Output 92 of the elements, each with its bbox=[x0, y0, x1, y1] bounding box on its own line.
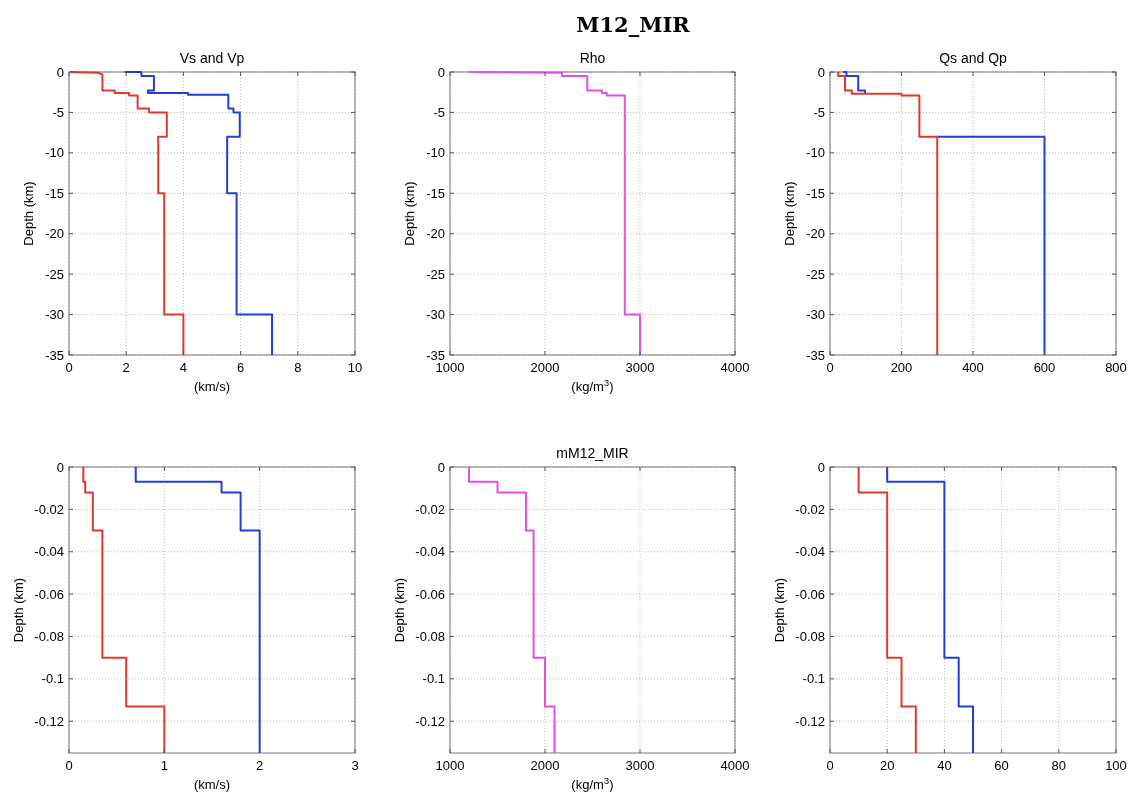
y-tick-label: -25 bbox=[426, 266, 445, 282]
y-tick-label: -15 bbox=[45, 185, 64, 201]
y-tick-label: -0.04 bbox=[795, 544, 825, 560]
y-tick-label: -5 bbox=[813, 104, 825, 120]
x-tick-label: 4000 bbox=[720, 758, 750, 773]
x-tick-label: 200 bbox=[890, 360, 913, 375]
y-tick-label: -10 bbox=[806, 145, 825, 161]
y-tick-label: -0.08 bbox=[795, 628, 825, 644]
chart-title: Vs and Vp bbox=[179, 50, 245, 66]
y-tick-label: -0.02 bbox=[34, 501, 64, 517]
y-tick-label: -30 bbox=[806, 307, 825, 323]
y-tick-label: -0.08 bbox=[34, 628, 64, 644]
y-tick-label: -35 bbox=[45, 347, 64, 363]
x-tick-label: 4 bbox=[179, 360, 188, 375]
x-tick-label: 3 bbox=[351, 758, 359, 773]
x-axis-title: (kg/m$^{3}$) bbox=[571, 376, 614, 394]
x-tick-label: 10 bbox=[347, 360, 363, 375]
y-tick-label: -15 bbox=[806, 185, 825, 201]
x-tick-label: 1000 bbox=[435, 360, 465, 375]
y-tick-label: 0 bbox=[56, 459, 64, 475]
y-tick-label: 0 bbox=[56, 64, 64, 80]
x-tick-label: 4000 bbox=[720, 360, 750, 375]
y-tick-label: -5 bbox=[52, 104, 64, 120]
y-axis-title: Depth (km) bbox=[392, 577, 407, 643]
y-tick-label: -25 bbox=[806, 266, 825, 282]
y-tick-label: -35 bbox=[426, 347, 445, 363]
x-tick-label: 20 bbox=[879, 758, 895, 773]
y-tick-label: 0 bbox=[437, 64, 445, 80]
y-tick-label: -0.06 bbox=[34, 586, 64, 602]
x-tick-label: 100 bbox=[1105, 758, 1127, 773]
line-series bbox=[468, 466, 556, 754]
x-tick-label: 6 bbox=[236, 360, 245, 375]
y-tick-label: -5 bbox=[433, 104, 445, 120]
x-tick-label: 8 bbox=[294, 360, 302, 375]
line-series bbox=[123, 71, 274, 356]
y-tick-label: -10 bbox=[45, 145, 64, 161]
text: M12_MIR bbox=[576, 12, 691, 37]
y-tick-label: -10 bbox=[426, 145, 445, 161]
line-series bbox=[134, 466, 261, 754]
y-axis-title: Depth (km) bbox=[782, 181, 797, 246]
y-tick-label: -0.06 bbox=[415, 586, 445, 602]
y-tick-label: 0 bbox=[437, 459, 445, 475]
y-tick-label: -0.12 bbox=[34, 713, 64, 729]
line-series bbox=[886, 466, 974, 754]
x-tick-label: 1 bbox=[160, 758, 168, 773]
x-tick-label: 600 bbox=[1033, 360, 1056, 375]
x-tick-label: 2 bbox=[122, 360, 130, 375]
y-axis-title: Depth (km) bbox=[402, 181, 417, 246]
y-tick-label: 0 bbox=[817, 64, 825, 80]
x-axis-title: (km/s) bbox=[193, 777, 231, 792]
x-tick-label: 60 bbox=[994, 758, 1009, 773]
y-tick-label: -30 bbox=[45, 307, 64, 323]
chart-title: mM12_MIR bbox=[556, 445, 629, 461]
line-series bbox=[857, 466, 917, 754]
line-series bbox=[82, 466, 166, 754]
y-tick-label: -0.1 bbox=[41, 671, 64, 687]
y-tick-label: -0.04 bbox=[415, 544, 445, 560]
x-tick-label: 1000 bbox=[435, 758, 465, 773]
line-series bbox=[837, 71, 939, 356]
y-tick-label: -30 bbox=[426, 307, 445, 323]
x-tick-label: 2 bbox=[256, 758, 264, 773]
y-tick-label: -0.02 bbox=[415, 501, 445, 517]
y-axis-title: Depth (km) bbox=[11, 577, 26, 643]
y-tick-label: -0.02 bbox=[795, 501, 825, 517]
y-tick-label: -0.12 bbox=[415, 713, 445, 729]
chart-title: Rho bbox=[579, 50, 606, 66]
y-tick-label: -35 bbox=[806, 347, 825, 363]
x-tick-label: 40 bbox=[937, 758, 952, 773]
x-tick-label: 3000 bbox=[625, 758, 655, 773]
y-tick-label: -15 bbox=[426, 185, 445, 201]
x-axis-title: (km/s) bbox=[193, 379, 231, 394]
x-tick-label: 800 bbox=[1105, 360, 1127, 375]
x-tick-label: 3000 bbox=[625, 360, 655, 375]
x-tick-label: 80 bbox=[1051, 758, 1067, 773]
y-axis-title: Depth (km) bbox=[772, 577, 787, 643]
x-axis-title: (kg/m$^{3}$) bbox=[571, 774, 614, 792]
y-tick-label: -20 bbox=[426, 226, 445, 242]
chart-title: Qs and Qp bbox=[939, 50, 1008, 66]
y-tick-label: 0 bbox=[817, 459, 825, 475]
x-tick-label: 2000 bbox=[530, 758, 560, 773]
x-tick-label: 2000 bbox=[530, 360, 560, 375]
y-tick-label: -0.04 bbox=[34, 544, 64, 560]
y-tick-label: -20 bbox=[45, 226, 64, 242]
y-tick-label: -0.12 bbox=[795, 713, 825, 729]
y-tick-label: -25 bbox=[45, 266, 64, 282]
y-tick-label: -20 bbox=[806, 226, 825, 242]
y-tick-label: -0.08 bbox=[415, 628, 445, 644]
x-tick-label: 400 bbox=[962, 360, 984, 375]
y-tick-label: -0.1 bbox=[802, 671, 825, 687]
y-tick-label: -0.1 bbox=[422, 671, 445, 687]
y-tick-label: -0.06 bbox=[795, 586, 825, 602]
y-axis-title: Depth (km) bbox=[21, 181, 36, 246]
